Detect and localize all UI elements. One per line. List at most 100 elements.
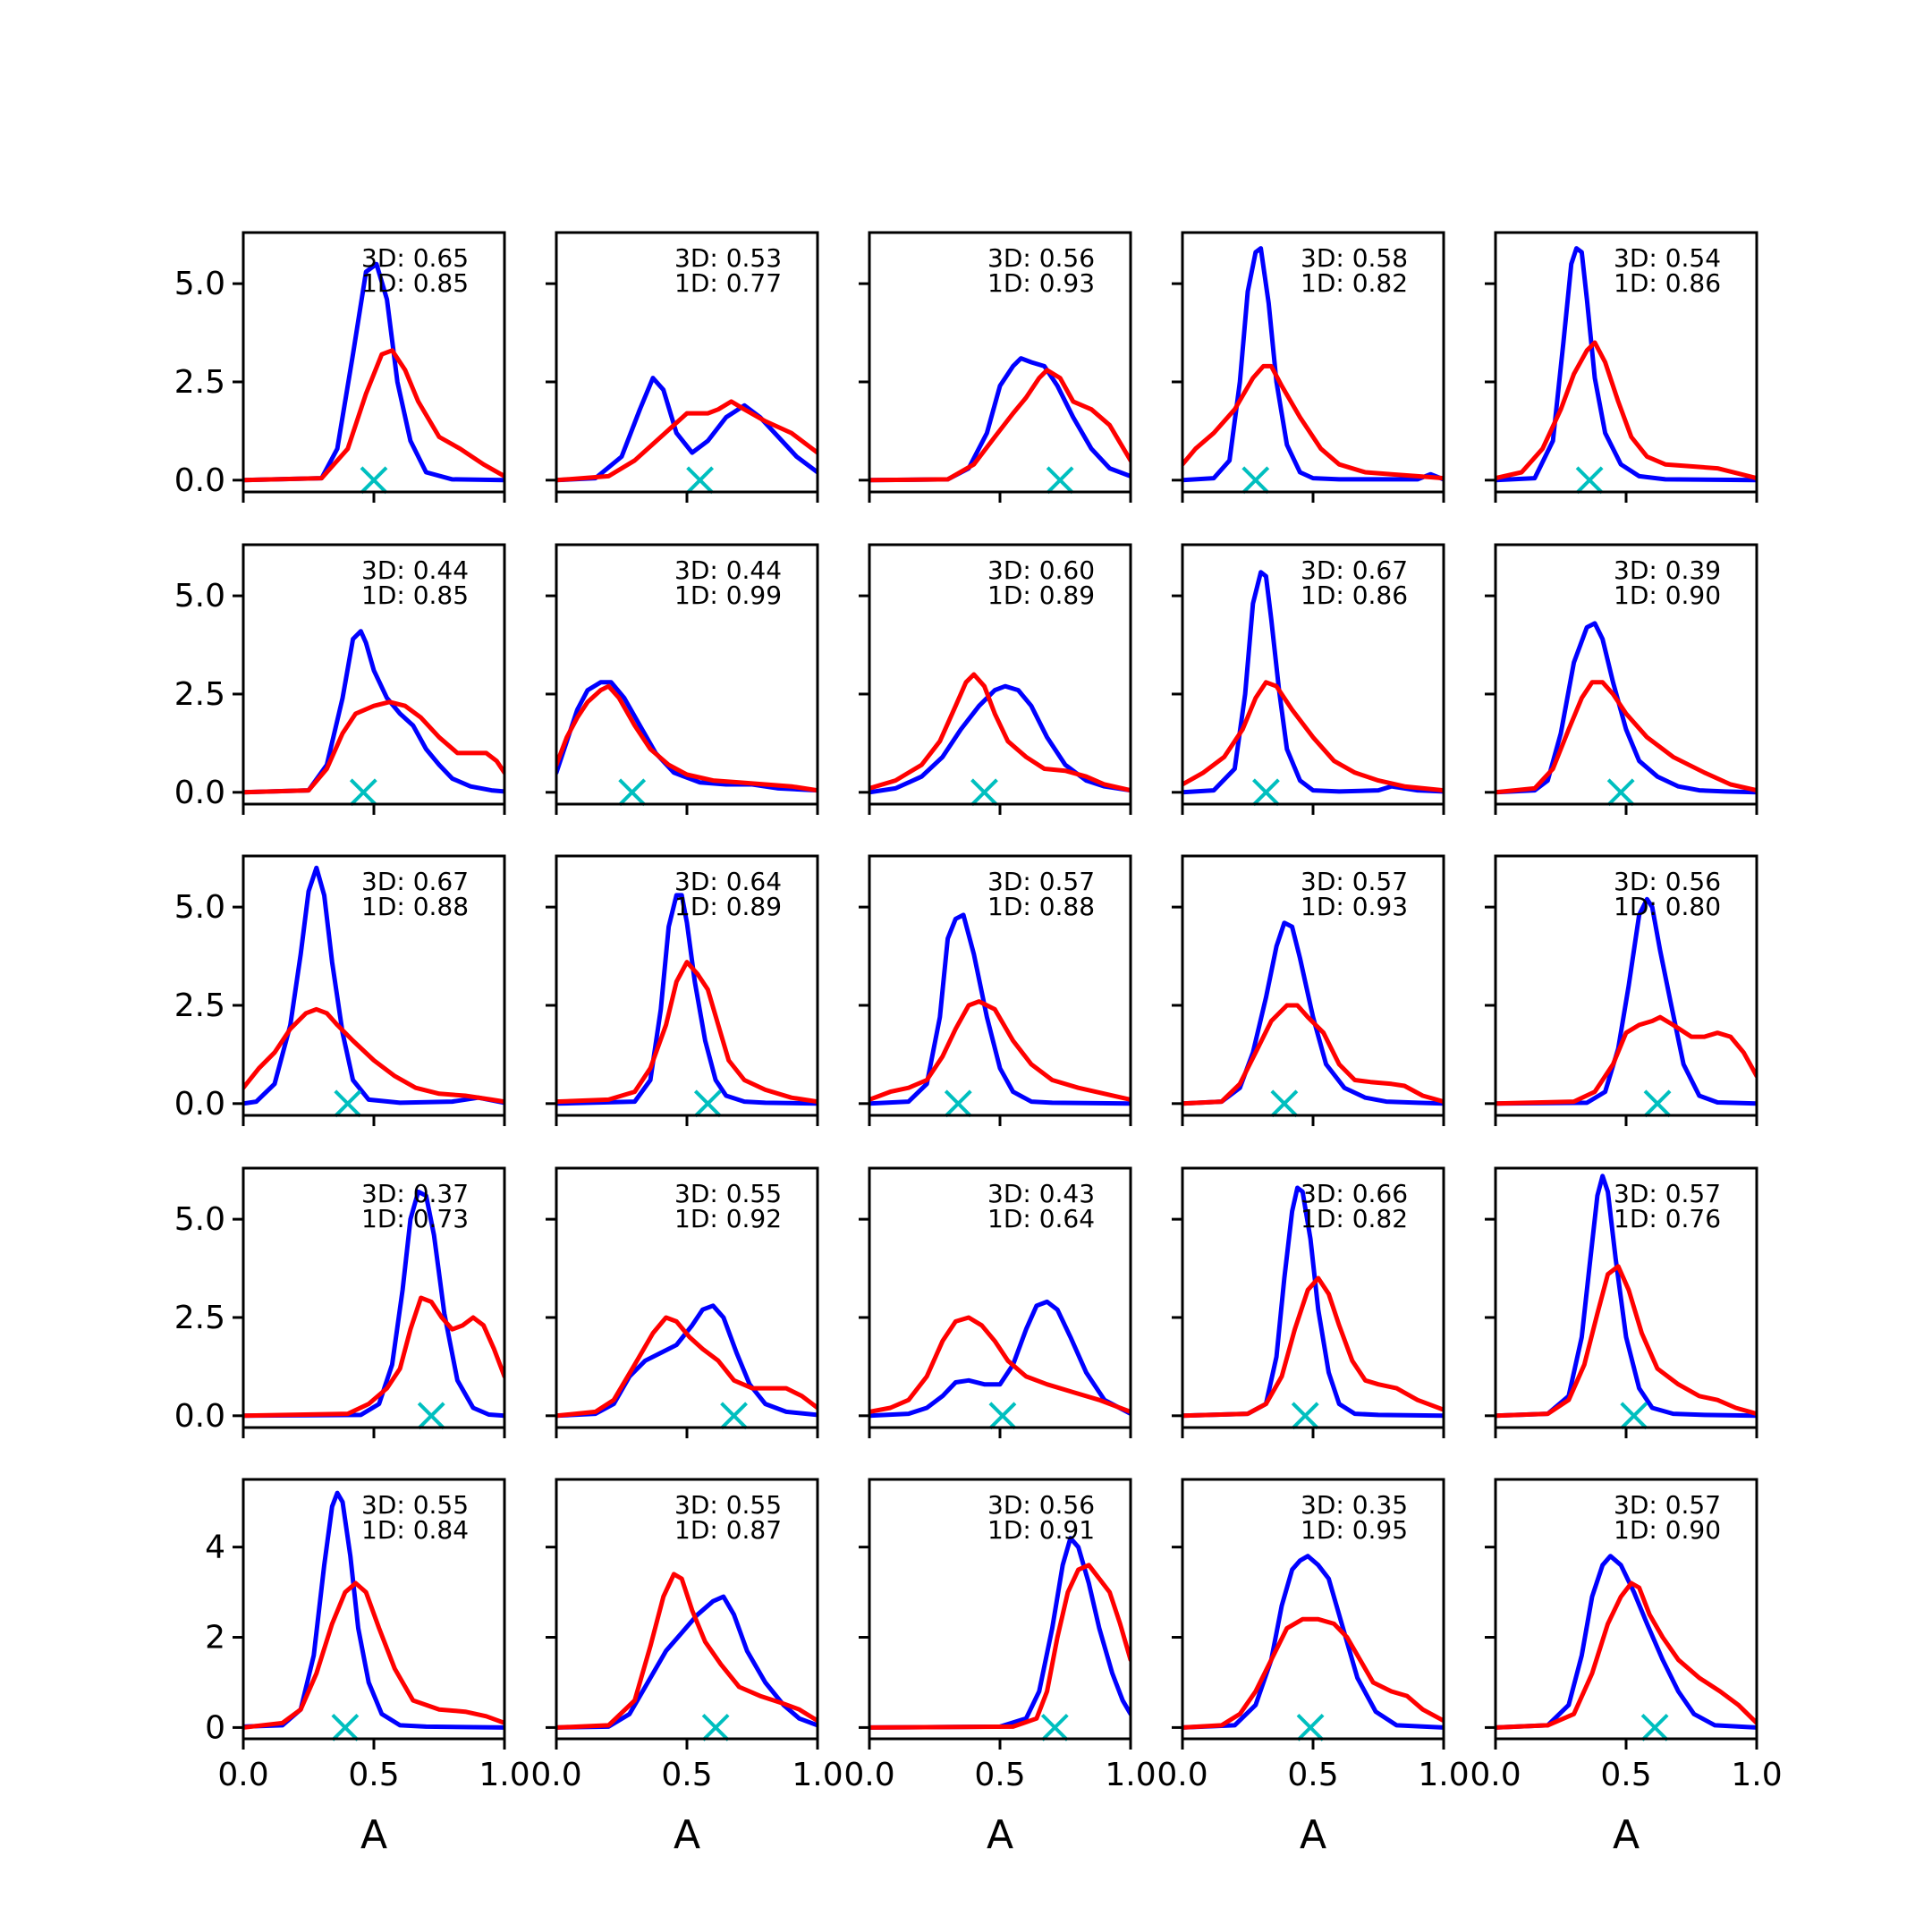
- true-value-marker: [1620, 1402, 1648, 1430]
- score-1d-label: 1D: 0.90: [1614, 580, 1721, 610]
- series-1d-line: [556, 1315, 818, 1419]
- y-tick-label: 0.0: [174, 775, 225, 811]
- x-tick-label: 0.0: [1470, 1757, 1521, 1793]
- score-3d-label: 3D: 0.35: [1301, 1490, 1408, 1520]
- true-value-marker: [334, 1089, 362, 1118]
- y-tick-label: 2: [205, 1620, 225, 1657]
- series-1d-line: [243, 1580, 504, 1730]
- series-3d-line: [1182, 1554, 1444, 1730]
- x-tick-label: 1.0: [792, 1757, 843, 1793]
- series-1d-line: [1182, 363, 1444, 481]
- score-1d-label: 1D: 0.91: [987, 1515, 1095, 1545]
- true-value-marker: [1291, 1402, 1319, 1430]
- series-1d-line: [556, 960, 818, 1105]
- y-tick-label: 2.5: [174, 676, 225, 713]
- x-tick-label: 0.0: [843, 1757, 894, 1793]
- x-tick-label: 0.5: [974, 1757, 1025, 1793]
- x-tick-label: 0.5: [1287, 1757, 1338, 1793]
- y-tick-label: 0.0: [174, 462, 225, 499]
- score-1d-label: 1D: 0.77: [674, 268, 782, 298]
- score-1d-label: 1D: 0.88: [987, 892, 1095, 921]
- series-3d-line: [243, 1490, 504, 1730]
- score-1d-label: 1D: 0.86: [1301, 580, 1408, 610]
- score-3d-label: 3D: 0.66: [1301, 1179, 1408, 1208]
- x-tick-label: 1.0: [1418, 1757, 1469, 1793]
- series-3d-line: [869, 356, 1131, 483]
- score-3d-label: 3D: 0.65: [361, 243, 469, 273]
- score-3d-label: 3D: 0.64: [674, 867, 782, 896]
- score-1d-label: 1D: 0.80: [1614, 892, 1721, 921]
- series-3d-line: [243, 261, 504, 483]
- score-3d-label: 3D: 0.57: [1614, 1490, 1721, 1520]
- score-1d-label: 1D: 0.88: [361, 892, 469, 921]
- score-1d-label: 1D: 0.89: [987, 580, 1095, 610]
- series-1d-line: [556, 399, 818, 483]
- score-3d-label: 3D: 0.55: [674, 1490, 782, 1520]
- x-axis-label: A: [1613, 1812, 1640, 1858]
- x-tick-label: 0.5: [1600, 1757, 1651, 1793]
- y-tick-label: 2.5: [174, 364, 225, 401]
- series-3d-line: [1182, 246, 1444, 483]
- y-tick-label: 2.5: [174, 987, 225, 1024]
- series-1d-line: [1496, 1580, 1757, 1730]
- x-tick-label: 0.5: [661, 1757, 712, 1793]
- true-value-marker: [970, 778, 998, 807]
- true-value-marker: [1252, 778, 1280, 807]
- score-3d-label: 3D: 0.44: [361, 555, 469, 585]
- score-3d-label: 3D: 0.56: [987, 243, 1095, 273]
- x-tick-label: 0.0: [1157, 1757, 1208, 1793]
- y-tick-label: 5.0: [174, 889, 225, 926]
- series-1d-line: [243, 699, 504, 795]
- true-value-marker: [360, 466, 388, 495]
- score-3d-label: 3D: 0.53: [674, 243, 782, 273]
- score-3d-label: 3D: 0.60: [987, 555, 1095, 585]
- y-tick-label: 5.0: [174, 266, 225, 302]
- score-1d-label: 1D: 0.84: [361, 1515, 469, 1545]
- series-1d-line: [1182, 1003, 1444, 1106]
- x-tick-label: 0.5: [348, 1757, 399, 1793]
- score-1d-label: 1D: 0.76: [1614, 1204, 1721, 1233]
- series-3d-line: [869, 1536, 1131, 1730]
- y-tick-label: 5.0: [174, 578, 225, 614]
- true-value-marker: [1270, 1089, 1299, 1118]
- true-value-marker: [944, 1089, 972, 1118]
- true-value-marker: [1575, 466, 1604, 495]
- series-1d-line: [1182, 1616, 1444, 1730]
- true-value-marker: [701, 1713, 730, 1741]
- score-3d-label: 3D: 0.55: [361, 1490, 469, 1520]
- true-value-marker: [1046, 466, 1074, 495]
- true-value-marker: [1040, 1713, 1069, 1741]
- true-value-marker: [988, 1402, 1017, 1430]
- score-3d-label: 3D: 0.67: [1301, 555, 1408, 585]
- y-tick-label: 5.0: [174, 1201, 225, 1238]
- score-3d-label: 3D: 0.56: [1614, 867, 1721, 896]
- score-1d-label: 1D: 0.73: [361, 1204, 469, 1233]
- series-1d-line: [556, 1572, 818, 1730]
- series-3d-line: [243, 1189, 504, 1419]
- series-3d-line: [1182, 1185, 1444, 1419]
- score-1d-label: 1D: 0.99: [674, 580, 782, 610]
- series-3d-line: [556, 376, 818, 483]
- score-3d-label: 3D: 0.57: [987, 867, 1095, 896]
- series-1d-line: [1496, 680, 1757, 795]
- series-1d-line: [869, 1315, 1131, 1414]
- x-tick-label: 1.0: [1731, 1757, 1782, 1793]
- y-tick-label: 4: [205, 1530, 225, 1566]
- score-1d-label: 1D: 0.64: [987, 1204, 1095, 1233]
- true-value-marker: [1640, 1713, 1669, 1741]
- series-1d-line: [1496, 340, 1757, 481]
